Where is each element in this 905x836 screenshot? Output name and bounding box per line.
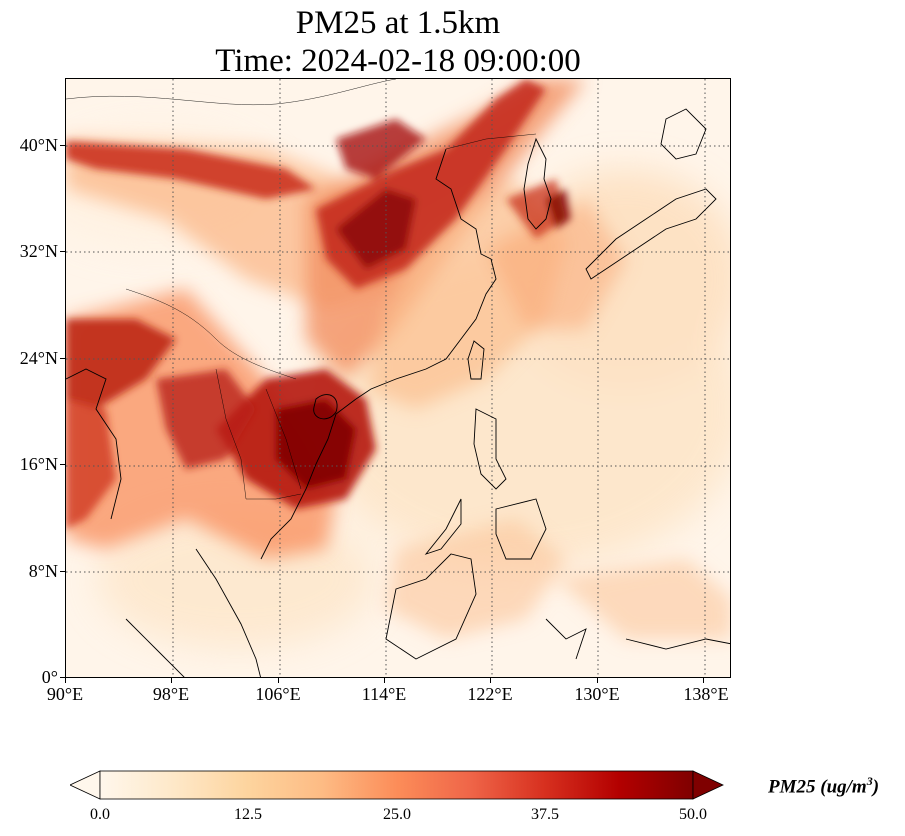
lat-tick-label: 8°N (28, 561, 58, 581)
lon-tick-label: 138°E (683, 684, 729, 704)
chart-title: PM25 at 1.5km Time: 2024-02-18 09:00:00 (65, 4, 731, 80)
colorbar-label: PM25 (ug/m3) (768, 774, 880, 798)
colorbar-body (99, 770, 694, 800)
coastlines (66, 108, 730, 677)
colorbar-gradient (69, 770, 724, 800)
lat-tick-label: 16°N (19, 454, 58, 474)
lon-tick-label: 90°E (46, 684, 84, 704)
colorbar-extend-min (69, 770, 101, 800)
lon-tick-label: 130°E (574, 684, 620, 704)
lon-tick-label: 106°E (255, 684, 301, 704)
colorbar-extend-max (692, 770, 724, 800)
lat-tick-label: 40°N (19, 135, 58, 155)
pm25-map (66, 79, 730, 677)
lat-tick-label: 32°N (19, 241, 58, 261)
lon-tick-label: 98°E (152, 684, 190, 704)
high-concentration-cores (66, 79, 571, 529)
colorbar (69, 770, 725, 800)
lon-tick-label: 122°E (467, 684, 513, 704)
lat-tick-label: 24°N (19, 348, 58, 368)
colorbar-tick-label: 12.5 (234, 806, 262, 823)
map-panel[interactable] (65, 78, 731, 678)
colorbar-tick-label: 0.0 (90, 806, 110, 823)
country-borders (66, 79, 537, 500)
lon-tick-label: 114°E (361, 684, 407, 704)
colorbar-tick-label: 25.0 (383, 806, 411, 823)
title-variable: PM25 at 1.5km (295, 5, 501, 41)
title-time: Time: 2024-02-18 09:00:00 (215, 43, 581, 79)
colorbar-tick-label: 50.0 (679, 806, 707, 823)
lat-tick-label: 0° (41, 667, 58, 687)
colorbar-tick-label: 37.5 (531, 806, 559, 823)
graticule (66, 79, 730, 677)
